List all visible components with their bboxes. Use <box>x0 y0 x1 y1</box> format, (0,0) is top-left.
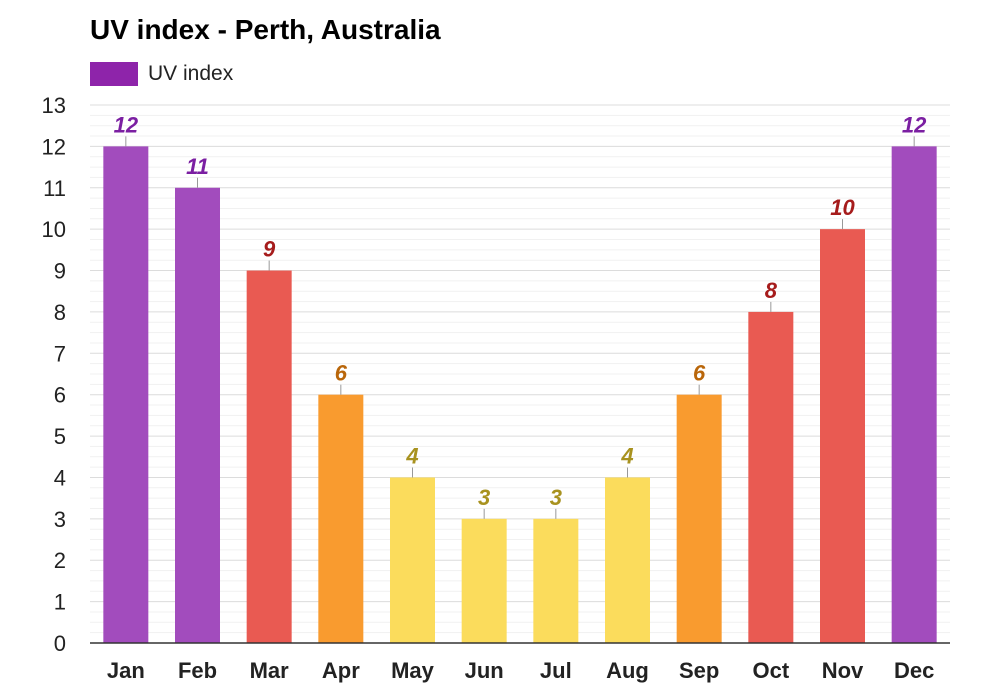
bar-value-label: 4 <box>620 443 633 468</box>
y-tick-label: 10 <box>42 217 66 242</box>
x-tick-label: Mar <box>250 658 290 683</box>
bar <box>748 311 794 643</box>
legend-swatch <box>90 62 138 86</box>
bar <box>676 394 722 643</box>
y-tick-label: 12 <box>42 134 66 159</box>
x-tick-label: Apr <box>322 658 360 683</box>
bar-value-label: 3 <box>478 485 490 510</box>
bar-value-label: 9 <box>263 237 276 262</box>
bar <box>891 146 937 643</box>
bar <box>820 229 865 643</box>
x-tick-label: Nov <box>822 658 864 683</box>
bar <box>318 394 364 643</box>
bar <box>390 477 435 643</box>
y-tick-label: 11 <box>43 176 66 201</box>
chart-title: UV index - Perth, Australia <box>90 14 441 45</box>
bar <box>605 477 650 643</box>
bar-value-label: 6 <box>335 361 348 386</box>
x-tick-label: Sep <box>679 658 719 683</box>
y-tick-label: 3 <box>54 507 66 532</box>
x-tick-label: Dec <box>894 658 934 683</box>
bar-value-label: 10 <box>830 195 855 220</box>
y-tick-label: 9 <box>54 259 66 284</box>
bar-value-label: 11 <box>186 154 209 179</box>
y-tick-label: 5 <box>54 424 66 449</box>
y-tick-label: 0 <box>54 631 66 656</box>
bar-value-label: 6 <box>693 361 706 386</box>
y-tick-label: 6 <box>54 383 66 408</box>
y-tick-label: 13 <box>42 93 66 118</box>
legend-label: UV index <box>148 62 234 85</box>
x-tick-label: Feb <box>178 658 217 683</box>
y-tick-label: 7 <box>54 341 66 366</box>
y-tick-label: 8 <box>54 300 66 325</box>
x-tick-label: Aug <box>606 658 649 683</box>
bar-value-label: 8 <box>765 278 778 303</box>
bar-value-label: 12 <box>114 112 139 137</box>
x-tick-label: Jan <box>107 658 145 683</box>
y-tick-label: 2 <box>54 548 66 573</box>
bar-value-label: 3 <box>550 485 562 510</box>
x-tick-label: May <box>391 658 435 683</box>
bar-value-label: 12 <box>902 112 927 137</box>
legend: UV index <box>90 62 233 86</box>
x-tick-label: Oct <box>752 658 789 683</box>
bar <box>461 518 507 643</box>
y-tick-label: 4 <box>54 465 66 490</box>
bar-value-label: 4 <box>405 443 418 468</box>
bar <box>533 518 579 643</box>
bar <box>103 146 149 643</box>
x-tick-label: Jun <box>465 658 504 683</box>
bar <box>175 187 220 643</box>
y-tick-label: 1 <box>54 590 66 615</box>
x-tick-label: Jul <box>540 658 572 683</box>
bar <box>246 270 292 643</box>
